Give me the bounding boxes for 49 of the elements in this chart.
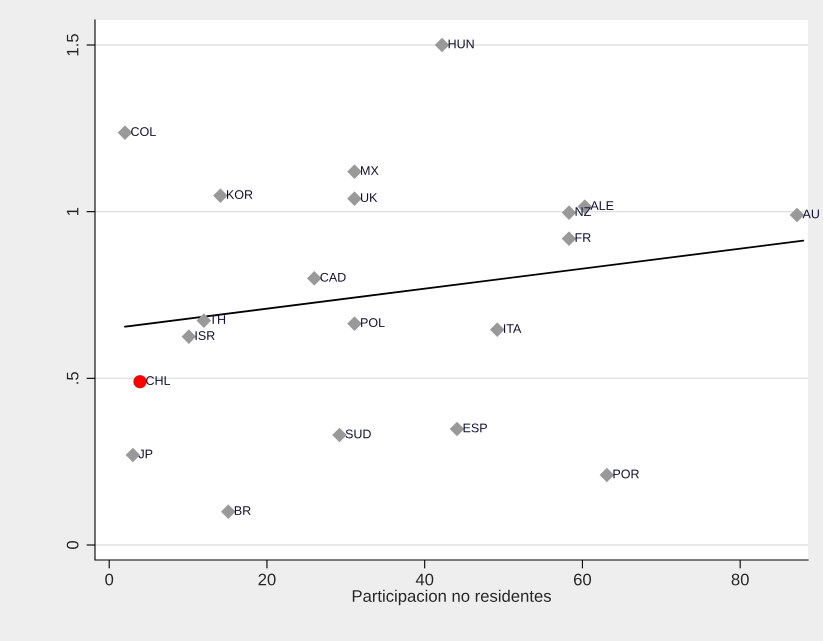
point (182, 329, 196, 344)
point (347, 316, 362, 331)
annotation: NZ (576, 207, 591, 216)
annotation: POL (361, 318, 385, 328)
annotation: COL (131, 127, 156, 136)
annotation: SUD (346, 430, 371, 438)
point (196, 313, 212, 328)
point (790, 208, 804, 222)
point (347, 191, 362, 206)
y-tick-label: 1.5 (66, 34, 79, 56)
annotation: FR (576, 233, 591, 242)
point (600, 468, 614, 482)
y-tick-label: .5 (66, 372, 79, 384)
annotation: JP (138, 450, 152, 458)
x-tick-label: 20 (258, 574, 276, 586)
annotation: BR (234, 506, 251, 515)
annotation: CAD (320, 272, 346, 282)
point (213, 188, 228, 203)
point (221, 504, 236, 519)
point (133, 375, 147, 388)
point (306, 271, 322, 286)
annotation: TH (210, 315, 226, 324)
annotation: POR (613, 470, 639, 478)
point (118, 125, 132, 140)
annotation: AU (802, 210, 819, 218)
point (434, 38, 450, 52)
point (332, 428, 347, 442)
annotation: ISR (196, 331, 215, 340)
annotation: ITA (504, 324, 522, 333)
point (562, 205, 576, 220)
x-tick-label: 40 (416, 574, 434, 586)
x-tick-label: 60 (574, 574, 592, 586)
point (347, 164, 362, 179)
annotation: CHL (146, 376, 170, 386)
x-tick-label: 0 (105, 574, 114, 586)
point (126, 448, 140, 462)
annotation: KOR (226, 190, 252, 200)
y-tick-label: 0 (66, 541, 79, 549)
point (450, 422, 464, 436)
point (490, 322, 505, 337)
annotation: MX (361, 166, 379, 175)
annotation: ALE (590, 201, 614, 210)
annotation: HUN (448, 40, 474, 48)
point (562, 231, 576, 246)
y-tick-label: 1 (66, 208, 78, 216)
annotation: ESP (464, 424, 487, 432)
x-axis-title: Participacion no residentes (352, 590, 551, 606)
x-tick-label: 80 (732, 574, 749, 586)
annotation: UK (361, 193, 378, 202)
